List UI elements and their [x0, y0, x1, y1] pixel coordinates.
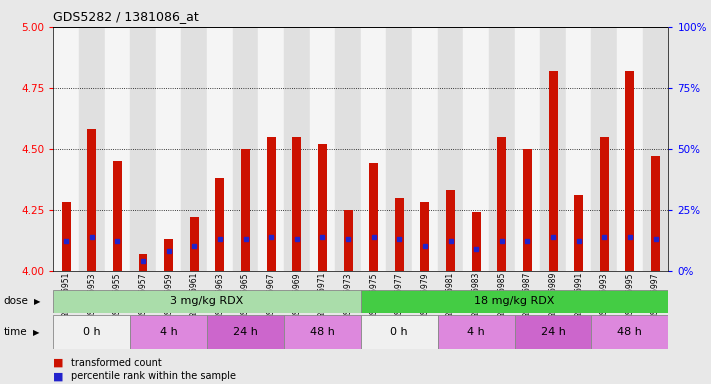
Bar [643, 27, 668, 271]
Text: 48 h: 48 h [617, 327, 642, 337]
Bar [540, 27, 566, 271]
Bar [309, 27, 335, 271]
Bar [190, 217, 199, 271]
Text: 3 mg/kg RDX: 3 mg/kg RDX [171, 296, 244, 306]
Text: 0 h: 0 h [390, 327, 408, 337]
Bar [360, 315, 438, 349]
Bar [156, 27, 181, 271]
Bar [292, 137, 301, 271]
Text: percentile rank within the sample: percentile rank within the sample [71, 371, 236, 381]
Bar [343, 210, 353, 271]
Text: dose: dose [4, 296, 28, 306]
Bar [464, 27, 489, 271]
Bar [318, 144, 327, 271]
Bar [139, 254, 147, 271]
Bar [515, 315, 592, 349]
Bar [215, 178, 225, 271]
Text: transformed count: transformed count [71, 358, 162, 368]
Bar [284, 27, 309, 271]
Bar [626, 71, 634, 271]
Text: 24 h: 24 h [233, 327, 258, 337]
Bar [387, 27, 412, 271]
Bar [87, 129, 96, 271]
Bar [267, 137, 276, 271]
Bar [232, 27, 258, 271]
Bar [446, 190, 455, 271]
Bar [181, 27, 207, 271]
Bar [53, 27, 79, 271]
Bar [592, 27, 617, 271]
Text: 24 h: 24 h [540, 327, 565, 337]
Bar [438, 27, 464, 271]
Bar [395, 198, 404, 271]
Text: 0 h: 0 h [83, 327, 100, 337]
Bar [566, 27, 592, 271]
Text: ■: ■ [53, 358, 64, 368]
Bar [258, 27, 284, 271]
Bar [284, 315, 360, 349]
Bar [617, 27, 643, 271]
Bar [515, 27, 540, 271]
Bar [360, 290, 668, 313]
Bar [130, 315, 207, 349]
Bar [471, 212, 481, 271]
Text: 4 h: 4 h [467, 327, 485, 337]
Bar [523, 149, 532, 271]
Bar [335, 27, 360, 271]
Bar [130, 27, 156, 271]
Bar [53, 315, 130, 349]
Text: ▶: ▶ [33, 328, 39, 337]
Text: ■: ■ [53, 371, 64, 381]
Bar [241, 149, 250, 271]
Text: ▶: ▶ [34, 297, 41, 306]
Bar [360, 27, 387, 271]
Bar [62, 202, 70, 271]
Bar [207, 315, 284, 349]
Bar [651, 156, 660, 271]
Bar [369, 164, 378, 271]
Text: 4 h: 4 h [160, 327, 178, 337]
Bar [412, 27, 438, 271]
Bar [53, 290, 360, 313]
Bar [113, 161, 122, 271]
Bar [592, 315, 668, 349]
Text: 18 mg/kg RDX: 18 mg/kg RDX [474, 296, 555, 306]
Bar [207, 27, 232, 271]
Bar [105, 27, 130, 271]
Bar [79, 27, 105, 271]
Bar [574, 195, 583, 271]
Bar [164, 239, 173, 271]
Bar [438, 315, 515, 349]
Text: time: time [4, 327, 27, 337]
Bar [497, 137, 506, 271]
Bar [549, 71, 557, 271]
Bar [600, 137, 609, 271]
Text: GDS5282 / 1381086_at: GDS5282 / 1381086_at [53, 10, 199, 23]
Bar [420, 202, 429, 271]
Bar [489, 27, 515, 271]
Text: 48 h: 48 h [310, 327, 335, 337]
